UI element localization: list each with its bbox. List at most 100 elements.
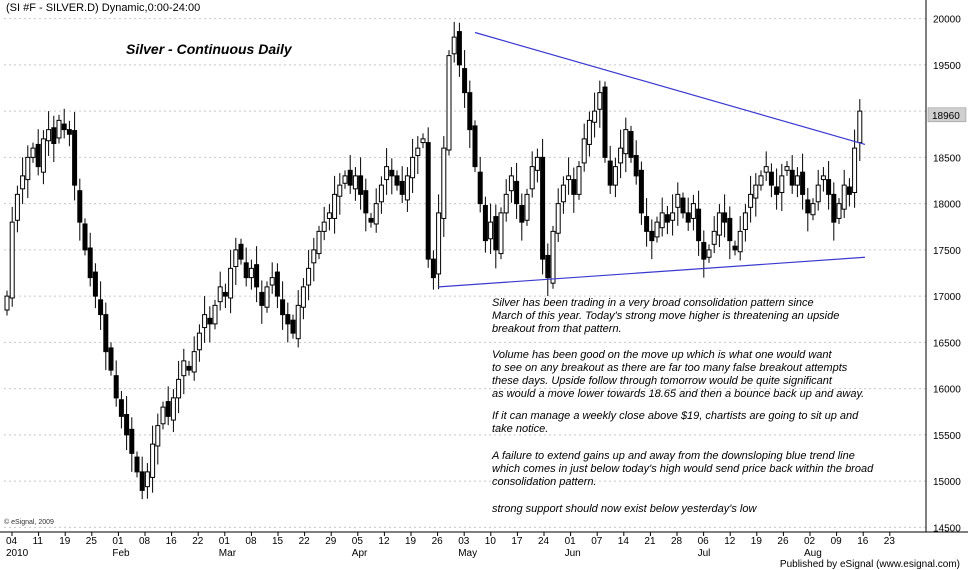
trendlines — [438, 31, 866, 288]
candle-body — [592, 110, 598, 123]
candle-body — [670, 212, 676, 221]
candle-body — [358, 175, 364, 195]
candle-body — [118, 399, 124, 417]
candle-body — [248, 267, 254, 279]
y-tick-label: 18500 — [933, 153, 961, 164]
candle-body — [742, 212, 748, 231]
candle-body — [727, 217, 733, 242]
candle-body — [789, 169, 795, 186]
x-tick-label: 06 — [698, 536, 710, 547]
y-tick-label: 17000 — [933, 292, 961, 303]
candle-body — [384, 166, 390, 181]
candle-body — [508, 175, 514, 192]
candle-body — [280, 299, 286, 316]
candle-body — [722, 212, 728, 223]
x-month-label: May — [458, 548, 477, 559]
candle-body — [784, 166, 790, 171]
candle-body — [831, 193, 837, 223]
candle-body — [72, 130, 78, 186]
candle-body — [690, 203, 696, 219]
x-tick-label: 19 — [405, 536, 417, 547]
publisher-footer: Published by eSignal (www.esignal.com) — [779, 559, 960, 570]
candle-body — [836, 203, 842, 219]
candle-body — [306, 267, 312, 286]
x-tick-label: 12 — [378, 536, 390, 547]
candle-body — [238, 243, 244, 260]
candle-body — [768, 171, 774, 186]
x-tick-label: 29 — [325, 536, 337, 547]
candle-body — [378, 184, 384, 203]
candle-body — [181, 360, 187, 377]
candle-body — [805, 199, 811, 214]
candle-body — [254, 264, 260, 288]
candle-body — [623, 129, 629, 155]
annotation-paragraph-2: Volume has been good on the move up whic… — [492, 349, 865, 400]
candle-body — [649, 230, 655, 242]
candle-body — [633, 155, 639, 177]
candle-body — [852, 147, 858, 194]
x-tick-label: 08 — [245, 536, 257, 547]
candle-body — [685, 212, 691, 223]
x-tick-label: 01 — [112, 536, 124, 547]
candle-body — [534, 156, 540, 171]
candle-body — [347, 169, 353, 186]
candle-body — [550, 230, 556, 284]
candle-body — [139, 471, 145, 491]
candle-body — [482, 204, 488, 242]
candle-body — [150, 443, 156, 478]
candle-body — [826, 179, 832, 195]
trendline-lower — [438, 256, 866, 288]
candle-body — [748, 193, 754, 208]
candle-body — [326, 212, 332, 219]
candle-body — [701, 241, 707, 260]
candle-body — [716, 212, 722, 236]
candle-body — [779, 175, 785, 194]
candle-body — [581, 138, 587, 164]
x-tick-label: 25 — [86, 536, 98, 547]
last-price-label: 18960 — [932, 111, 960, 122]
candle-body — [815, 184, 821, 203]
candle-body — [113, 375, 119, 399]
candle-body — [441, 147, 447, 219]
candle-body — [124, 414, 130, 436]
annotation-paragraph-5: strong support should now exist below ye… — [492, 503, 757, 515]
candle-body — [170, 397, 176, 421]
x-tick-label: 17 — [511, 536, 523, 547]
x-month-label: Mar — [219, 548, 237, 559]
candle-body — [462, 68, 468, 94]
x-tick-label: 23 — [884, 536, 896, 547]
candle-body — [4, 295, 10, 311]
candle-body — [191, 351, 197, 373]
candle-body — [176, 378, 182, 399]
candle-body — [228, 267, 234, 299]
x-tick-label: 26 — [432, 536, 444, 547]
candle-body — [196, 332, 202, 351]
candle-body — [841, 184, 847, 210]
annotation-paragraph-1: Silver has been trading in a very broad … — [492, 297, 840, 335]
candle-body — [560, 184, 566, 203]
candle-body — [66, 129, 72, 135]
x-month-label: Apr — [352, 548, 368, 559]
candle-body — [20, 175, 26, 190]
symbol-header: (SI #F - SILVER.D) Dynamic,0:00-24:00 — [6, 2, 201, 14]
annotation-paragraph-4: A failure to extend gains up and away fr… — [492, 450, 874, 488]
candles — [4, 21, 863, 500]
candle-body — [529, 166, 535, 190]
x-month-label: Aug — [804, 548, 822, 559]
x-tick-label: 02 — [804, 536, 816, 547]
candle-body — [332, 193, 338, 219]
candle-body — [368, 217, 374, 223]
candle-body — [467, 92, 473, 131]
candle-body — [186, 365, 192, 371]
candle-body — [846, 186, 852, 195]
chart-title: Silver - Continuous Daily — [126, 41, 292, 57]
y-tick-label: 17500 — [933, 246, 961, 257]
x-axis: 04 11 19 25 01 08 16 22 01 08 15 22 29 05 12 19 26 03 10 17… — [6, 532, 895, 559]
candle-body — [202, 314, 208, 329]
candle-body — [103, 314, 109, 353]
last-price-box — [927, 107, 967, 123]
candle-body — [628, 130, 634, 158]
candle-body — [602, 86, 608, 158]
candle-body — [342, 175, 348, 184]
